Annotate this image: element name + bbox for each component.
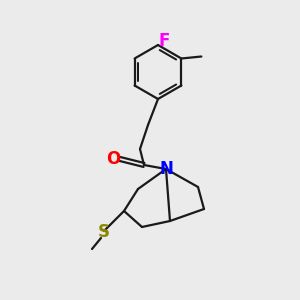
Text: N: N [159,160,173,178]
Text: F: F [158,32,170,50]
Text: O: O [106,150,120,168]
Text: S: S [98,223,110,241]
